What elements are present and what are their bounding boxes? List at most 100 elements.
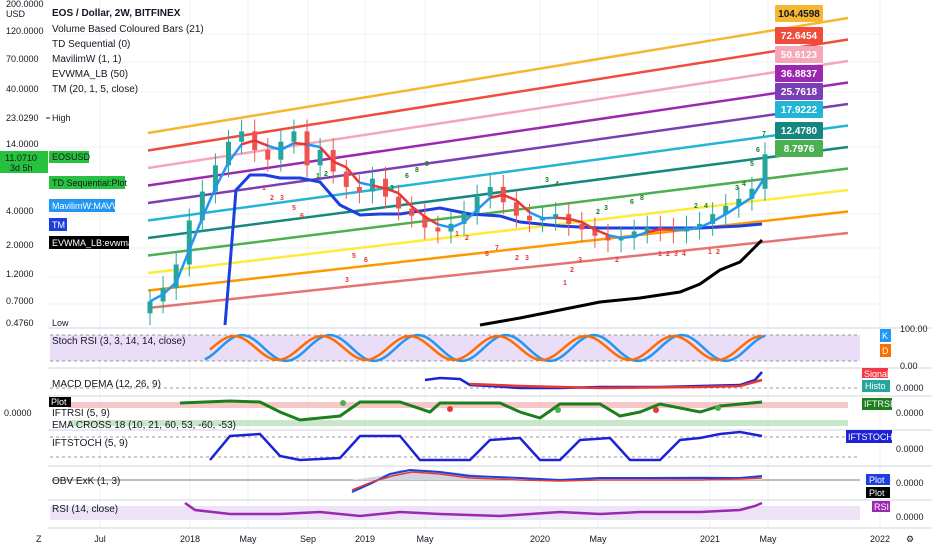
macd-title[interactable]: MACD DEMA (12, 26, 9) [52,379,161,390]
iftrsi-panel [68,399,848,426]
candle-body-3 [186,220,192,265]
td-mark-4: 6 [300,213,304,220]
indicator-legend-3[interactable]: EVWMA_LB (50) [52,69,128,80]
low-value: 0.4760 [6,318,34,328]
iftrsi-tag-bg [862,398,892,410]
td-tag-bg [49,176,125,189]
channel-tag-bg-5 [775,101,823,118]
candle-body-19 [396,196,402,209]
td-mark-13: 9 [425,161,429,168]
mavw-seg-29 [515,199,531,214]
macd-signal-line [469,378,763,390]
price-tick-120: 120.0000 [6,26,44,36]
channel-tag-5: 17.9222 [781,105,818,116]
mavw-seg-9 [254,139,269,147]
rsi-title[interactable]: RSI (14, close) [52,504,118,515]
macd-value: 0.0000 [896,383,924,393]
rsi-band [50,506,860,520]
td-mark-19: 3 [525,255,529,262]
mavw-seg-22 [424,215,439,226]
mavw-seg-35 [594,228,609,237]
td-mark-26: 3 [604,205,608,212]
mavw-seg-42 [686,226,700,231]
panel-separators [48,327,932,529]
macd-histo-bg [862,380,890,392]
time-tick-0: Jul [94,534,106,544]
iftstoch-title[interactable]: IFTSTOCH (5, 9) [52,438,128,449]
rsi-tag-bg [872,501,890,512]
candle-body-28 [513,202,519,216]
stoch-d-bg [880,344,891,357]
candle-body-16 [356,186,362,192]
channel-tag-6: 12.4780 [781,126,818,137]
candle-body-29 [526,215,532,221]
price-tick-4: 4.0000 [6,206,34,216]
candle-body-24 [461,212,467,224]
td-mark-16: 6 [485,251,489,258]
mavw-seg-43 [699,220,714,229]
td-mark-40: 5 [750,161,754,168]
channel-line-10 [147,231,849,310]
iftrsi-value: 0.0000 [896,408,924,418]
candle-body-6 [226,141,232,166]
macd-signal-bg [862,368,888,378]
stoch-100: 100.00 [900,324,928,334]
channel-tag-bg-1 [775,27,823,44]
channel-line-5 [147,124,849,222]
stoch-title[interactable]: Stoch RSI (3, 3, 14, 14, close) [52,336,185,347]
td-mark-14: 1 [455,231,459,238]
obv-title[interactable]: OBV ExK (1, 3) [52,476,120,487]
indicator-legend-2[interactable]: MavilimW (1, 1) [52,54,121,65]
time-axis[interactable]: Jul 2018 May Sep 2019 May 2020 May 2021 May 2022 [94,534,890,544]
mavw-tag-bg [49,199,115,212]
td-mark-30: 1 [658,251,662,258]
eosusd-tag-bg [49,151,89,163]
candle-body-36 [618,238,624,241]
stoch-0: 0.00 [900,361,918,371]
settings-gear-icon[interactable]: ⚙ [906,534,914,544]
indicator-legend-0[interactable]: Volume Based Coloured Bars (21) [52,24,204,35]
td-mark-10: 3 [390,185,394,192]
mavw-seg-1 [149,293,164,303]
candle-body-4 [199,191,205,221]
mavw-seg-11 [280,141,295,152]
indicator-legend-1[interactable]: TD Sequential (0) [52,39,130,50]
mavw-seg-20 [397,192,413,208]
td-mark-3: 5 [292,205,296,212]
evwma-tag-bg [49,236,129,249]
channel-tag-4: 25.7618 [781,87,818,98]
candle-body-7 [239,131,245,142]
indicator-legend-4[interactable]: TM (20, 1, 5, close) [52,84,138,95]
ema-cross-title[interactable]: EMA CROSS 18 (10, 21, 60, 53, -60, -53) [52,420,236,431]
stoch-k: K [882,331,888,341]
td-mark-24: 3 [578,257,582,264]
obv-plot1: Plot [869,475,885,485]
time-tick-10: 2022 [870,534,890,544]
mavw-seg-39 [646,228,661,234]
td-mark-25: 2 [596,209,600,216]
td-mark-0: 1 [262,185,266,192]
channel-line-7 [147,167,849,257]
iftrsi-title[interactable]: IFTRSI (5, 9) [52,408,110,419]
iftstoch-tag-bg [846,430,892,443]
td-mark-11: 6 [405,173,409,180]
td-mark-2: 3 [280,195,284,202]
price-tick-2: 2.0000 [6,240,34,250]
td-mark-28: 6 [630,199,634,206]
eosusd-tag: EOSUSD [52,152,91,162]
td-mark-35: 4 [704,203,708,210]
evwma-tag: EVWMA_LB:evwma [52,238,133,248]
iftrsi-dot-0 [340,400,346,406]
candle-body-47 [762,154,768,189]
timezone-button[interactable]: Z [36,534,42,544]
mavw-seg-18 [372,184,386,190]
channel-lines [147,16,849,327]
channel-tag-0: 104.4598 [778,9,820,20]
time-tick-5: May [416,534,434,544]
countdown: 3d 5h [10,163,33,173]
stoch-band [50,335,860,361]
macd-signal: Signal [864,369,889,379]
mavw-seg-25 [463,208,478,224]
